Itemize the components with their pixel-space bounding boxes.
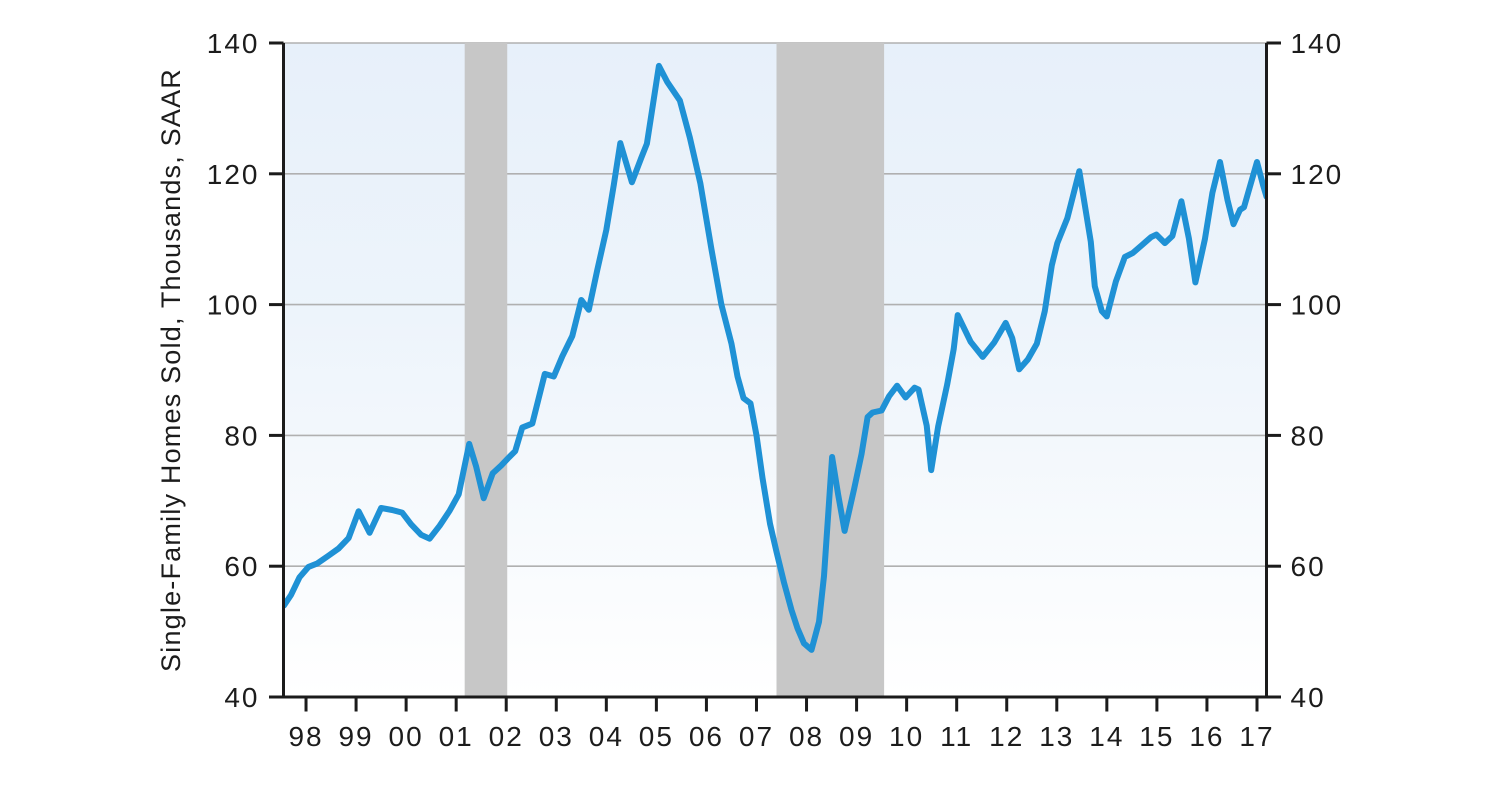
x-tick-label: 05: [639, 721, 674, 752]
y-tick-label-left: 100: [207, 290, 260, 321]
y-axis-title: Single-Family Homes Sold, Thousands, SAA…: [156, 68, 186, 672]
x-tick-label: 10: [889, 721, 924, 752]
x-tick-label: 06: [689, 721, 724, 752]
y-tick-label-right: 120: [1291, 159, 1344, 190]
x-tick-label: 02: [489, 721, 524, 752]
x-tick-label: 17: [1239, 721, 1274, 752]
x-tick-label: 01: [439, 721, 474, 752]
y-tick-label-right: 140: [1291, 28, 1344, 59]
x-tick-label: 12: [989, 721, 1024, 752]
x-tick-label: 09: [839, 721, 874, 752]
x-tick-label: 11: [940, 721, 973, 752]
y-tick-label-left: 40: [224, 682, 259, 713]
x-tick-label: 15: [1139, 721, 1174, 752]
x-tick-label: 16: [1189, 721, 1224, 752]
y-tick-label-left: 60: [224, 551, 259, 582]
y-tick-label-right: 100: [1291, 290, 1344, 321]
x-tick-label: 99: [338, 721, 373, 752]
x-tick-label: 08: [789, 721, 824, 752]
x-tick-label: 07: [739, 721, 774, 752]
x-tick-label: 14: [1089, 721, 1124, 752]
x-tick-label: 00: [389, 721, 424, 752]
y-tick-label-left: 80: [224, 420, 259, 451]
y-tick-label-left: 140: [207, 28, 260, 59]
y-tick-label-right: 80: [1291, 420, 1326, 451]
homes-sold-line: [283, 62, 1267, 653]
x-tick-label: 03: [539, 721, 574, 752]
x-tick-label: 13: [1039, 721, 1074, 752]
plot-area: [283, 43, 1267, 697]
recession-band: [464, 43, 508, 697]
recession-band: [776, 43, 885, 697]
y-tick-label-right: 60: [1291, 551, 1326, 582]
y-tick-label-right: 40: [1291, 682, 1326, 713]
y-tick-label-left: 120: [207, 159, 260, 190]
x-tick-label: 98: [288, 721, 323, 752]
x-tick-label: 04: [589, 721, 624, 752]
